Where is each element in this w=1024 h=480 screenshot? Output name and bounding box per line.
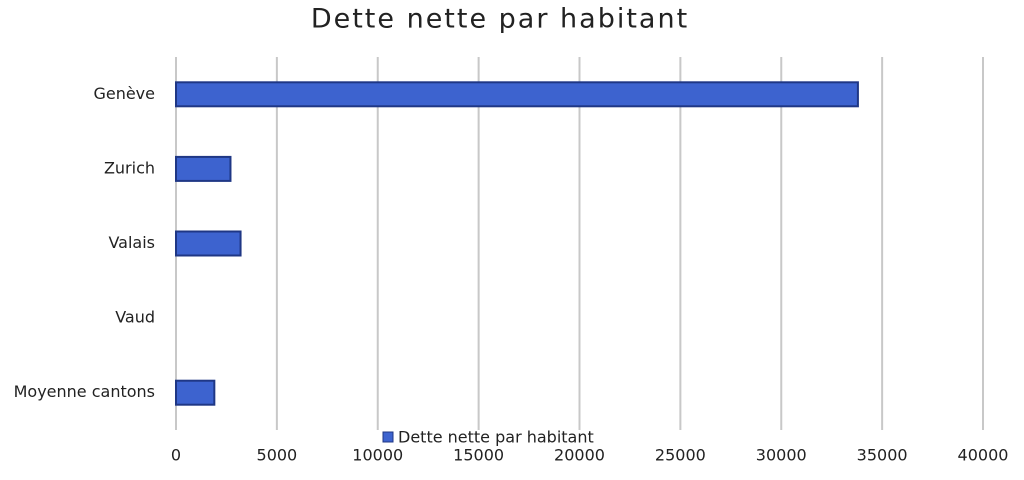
x-tick-label: 10000 — [352, 446, 403, 465]
bar — [175, 379, 216, 406]
y-tick-label: Vaud — [115, 308, 155, 327]
x-tick-label: 5000 — [257, 446, 298, 465]
x-tick-label: 15000 — [453, 446, 504, 465]
y-tick-label: Valais — [108, 233, 155, 252]
bar — [175, 230, 242, 257]
x-tick-label: 20000 — [554, 446, 605, 465]
x-tick-label: 25000 — [655, 446, 706, 465]
x-tick-label: 35000 — [857, 446, 908, 465]
y-tick-label: Zurich — [104, 158, 155, 177]
x-tick-label: 30000 — [756, 446, 807, 465]
y-tick-label: Genève — [93, 84, 155, 103]
x-tick-label: 0 — [171, 446, 181, 465]
legend-label: Dette nette par habitant — [398, 428, 594, 447]
y-tick-label: Moyenne cantons — [14, 382, 155, 401]
legend-swatch — [382, 431, 394, 443]
chart-title: Dette nette par habitant — [311, 4, 689, 35]
x-tick-label: 40000 — [958, 446, 1009, 465]
bar — [175, 155, 232, 182]
bar — [175, 81, 859, 108]
